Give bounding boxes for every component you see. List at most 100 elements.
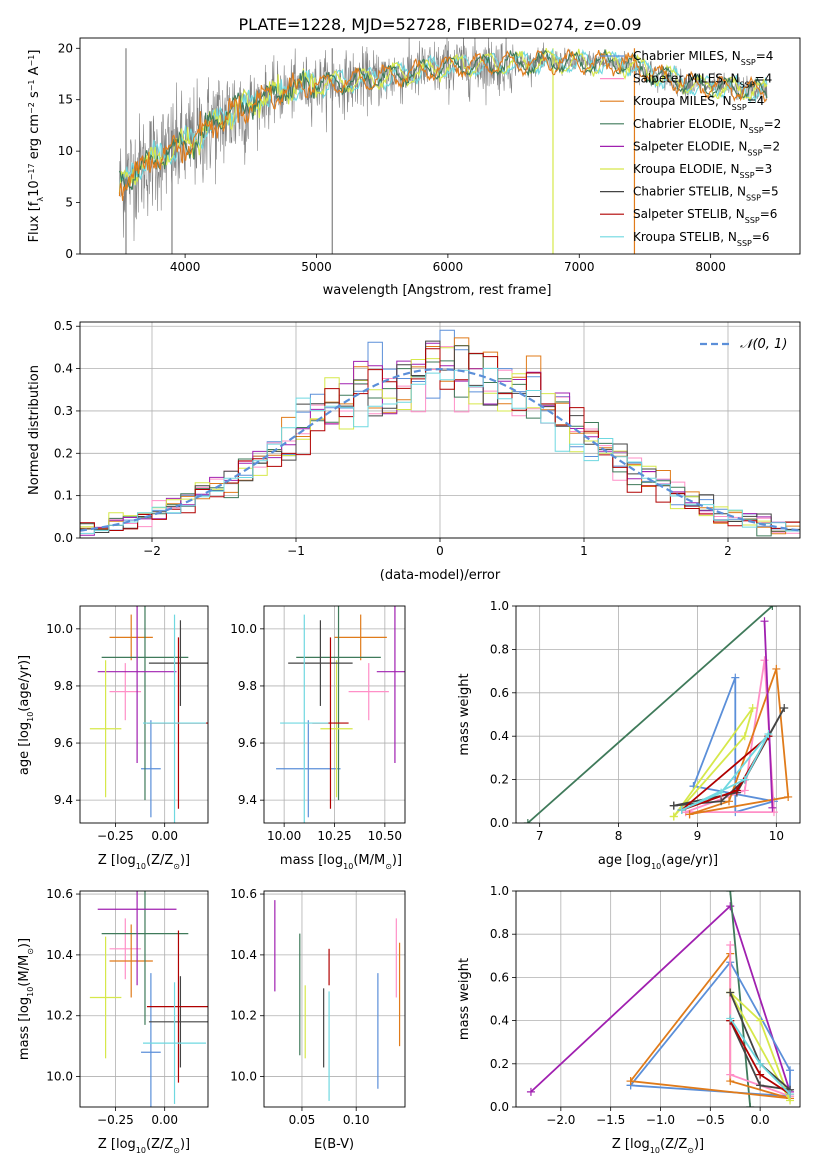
y-tick-label: 10.0: [230, 1070, 257, 1084]
y-tick-label: 0.0: [490, 1100, 509, 1114]
x-tick-label: 10: [769, 829, 784, 843]
normal-distribution-curve: [80, 367, 800, 532]
axes-frame: [79, 890, 209, 1108]
weight-marker-kroupa_stelib: [740, 775, 749, 784]
weight-line-chabrier_elodie: [729, 891, 752, 1107]
plot-area: [118, 38, 768, 254]
y-tick-label: 0.8: [490, 927, 509, 941]
weight-marker-salpeter_stelib: [756, 1070, 765, 1079]
axes-frame: [79, 605, 209, 824]
y-tick-label: 0.0: [54, 531, 73, 545]
y-tick-label: 0.6: [490, 686, 509, 700]
x-tick-label: 8000: [695, 260, 726, 274]
weight-marker-kroupa_stelib: [717, 788, 726, 797]
y-tick-label: 0.1: [54, 489, 73, 503]
y-tick-label: 10.4: [230, 948, 257, 962]
legend-label-kroupa_miles: Kroupa MILES, NSSP=4: [633, 94, 764, 112]
y-tick-label: 0.2: [490, 1057, 509, 1071]
weight-marker-kroupa_miles: [772, 664, 781, 673]
weight-line-salpeter_elodie: [763, 621, 774, 808]
weight-marker-salpeter_miles: [769, 808, 778, 817]
x-axis-label: E(B-V): [314, 1137, 354, 1152]
weight-marker-salpeter_miles: [726, 1070, 735, 1079]
axes-frame: [79, 37, 801, 255]
y-tick-label: 0.4: [490, 729, 509, 743]
weight-marker-chabrier_elodie: [726, 891, 735, 895]
weight-marker-chabrier_stelib: [756, 1081, 765, 1090]
x-tick-label: −2: [143, 544, 161, 558]
y-tick-label: 0.8: [490, 642, 509, 656]
x-tick-label: 1: [580, 544, 588, 558]
weight-marker-salpeter_stelib: [732, 786, 741, 795]
x-tick-label: 5000: [301, 260, 332, 274]
weight-marker-salpeter_elodie: [526, 1087, 535, 1096]
y-tick-label: 10.6: [46, 887, 73, 901]
x-tick-label: 0.05: [289, 1113, 316, 1127]
weight-marker-kroupa_elodie: [740, 732, 749, 741]
age-vs-metallicity-panel: −0.25 0.00 9.4 9.6 9.8 10.0 Z [log10(Z/Z⊙)] age…: [17, 605, 209, 871]
histogram-kroupa_stelib: [80, 367, 800, 538]
x-tick-label: −1.0: [646, 1113, 675, 1127]
x-axis-label: Z [log10(Z/Z⊙)]: [98, 1137, 190, 1155]
x-tick-label: 8: [615, 829, 623, 843]
weight-marker-kroupa_stelib: [677, 805, 686, 814]
y-tick-label: 0.2: [490, 773, 509, 787]
y-tick-label: 15: [58, 93, 73, 107]
weight-line-kroupa_elodie: [673, 707, 754, 818]
weight-marker-kroupa_elodie: [669, 812, 678, 821]
x-tick-label: −0.5: [696, 1113, 725, 1127]
weight-marker-salpeter_miles: [760, 656, 769, 665]
y-tick-label: 10: [58, 144, 73, 158]
x-tick-label: −2.0: [546, 1113, 575, 1127]
model-spectrum-kroupa_miles: [118, 48, 768, 201]
plot-area: [89, 891, 208, 1107]
x-tick-label: −1: [287, 544, 305, 558]
weight-marker-salpeter_elodie: [726, 902, 735, 911]
y-tick-label: 10.0: [46, 622, 73, 636]
y-tick-label: 0: [65, 247, 73, 261]
weight-marker-chabrier_stelib: [717, 797, 726, 806]
weight-marker-chabrier_stelib: [726, 988, 735, 997]
weight-marker-kroupa_stelib: [726, 1014, 735, 1023]
axes-frame: [263, 890, 406, 1108]
axes-frame: [79, 321, 801, 539]
weight-marker-kroupa_stelib: [786, 1090, 795, 1099]
x-tick-label: −0.25: [97, 1113, 134, 1127]
weight-marker-chabrier_stelib: [669, 801, 678, 810]
legend-label-salpeter_miles: Salpeter MILES, NSSP=4: [633, 72, 772, 90]
legend-label-kroupa_stelib: Kroupa STELIB, NSSP=6: [633, 230, 770, 248]
residual-histogram-panel: −2 −1 0 1 2 0.0 0.1 0.2 0.3 0.4 0.5 𝒩(0, 1) (data-mo…: [27, 319, 801, 583]
y-axis-label: Normed distribution: [27, 365, 42, 495]
y-tick-label: 9.8: [54, 679, 73, 693]
y-tick-label: 0.4: [490, 1014, 509, 1028]
x-axis-label: Z [log10(Z/Z⊙)]: [98, 853, 190, 871]
y-tick-label: 9.6: [54, 736, 73, 750]
model-spectrum-kroupa_elodie: [118, 47, 768, 194]
spectrum-legend: Chabrier MILES, NSSP=4 Salpeter MILES, NS…: [600, 49, 781, 247]
legend-label-kroupa_elodie: Kroupa ELODIE, NSSP=3: [633, 162, 772, 180]
y-axis-label: mass [log10(M/M⊙)]: [17, 938, 35, 1060]
mass-weight-vs-age-panel: 7 8 9 10 0.0 0.2 0.4 0.6 0.8 1.0 age [log10(age/yr…: [457, 599, 801, 871]
y-tick-label: 0.5: [54, 319, 73, 333]
y-tick-label: 10.2: [46, 1009, 73, 1023]
x-tick-label: 7000: [564, 260, 595, 274]
age-vs-mass-panel: 10.00 10.25 10.50 9.4 9.6 9.8 10.0 mass [log10(…: [230, 605, 406, 871]
plot-area: [89, 606, 208, 823]
weight-marker-kroupa_elodie: [748, 703, 757, 712]
x-tick-label: 10.50: [368, 829, 402, 843]
weight-marker-kroupa_miles: [626, 1077, 635, 1086]
y-tick-label: 1.0: [490, 599, 509, 613]
x-axis-label: Z [log10(Z/Z⊙)]: [612, 1137, 704, 1155]
legend-label-chabrier_miles: Chabrier MILES, NSSP=4: [633, 49, 773, 67]
x-tick-label: 10.25: [317, 829, 351, 843]
y-tick-label: 10.0: [46, 1070, 73, 1084]
weight-marker-kroupa_miles: [725, 797, 733, 806]
weight-marker-chabrier_elodie: [523, 819, 532, 823]
y-axis-label: mass weight: [457, 958, 472, 1040]
x-tick-label: 0.00: [151, 829, 178, 843]
y-tick-label: 9.4: [238, 793, 257, 807]
weight-marker-chabrier_miles: [731, 673, 740, 682]
x-tick-label: 6000: [433, 260, 464, 274]
y-tick-label: 0.6: [490, 970, 509, 984]
